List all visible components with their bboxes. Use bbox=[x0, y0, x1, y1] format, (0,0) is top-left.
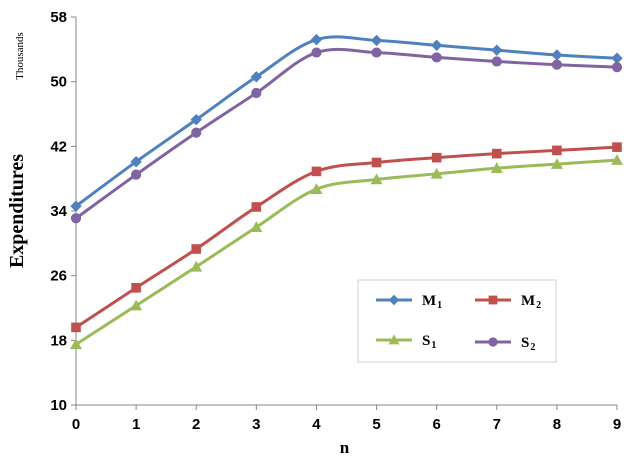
y-tick-label: 26 bbox=[50, 268, 67, 285]
data-point-m2 bbox=[251, 202, 262, 212]
data-point-m1 bbox=[250, 71, 263, 83]
data-point-s1 bbox=[250, 221, 263, 232]
x-axis-title: n bbox=[340, 438, 350, 457]
data-point-m2 bbox=[311, 166, 322, 177]
data-point-s2 bbox=[611, 62, 623, 73]
y-tick-label: 10 bbox=[50, 397, 67, 414]
data-point-m1 bbox=[190, 113, 202, 126]
data-point-s1 bbox=[611, 154, 623, 165]
data-point-s1 bbox=[490, 162, 503, 173]
x-tick-label: 1 bbox=[132, 416, 140, 433]
data-point-s1 bbox=[310, 183, 323, 194]
data-point-m2 bbox=[612, 142, 622, 152]
data-point-s2 bbox=[491, 56, 502, 67]
data-point-m1 bbox=[551, 49, 563, 61]
y-tick-label: 34 bbox=[50, 203, 67, 220]
data-point-m1 bbox=[70, 200, 82, 212]
data-point-m1 bbox=[310, 33, 323, 46]
x-tick-label: 8 bbox=[553, 416, 561, 433]
data-point-s2 bbox=[371, 47, 382, 58]
data-point-m2 bbox=[491, 148, 502, 159]
legend-marker bbox=[488, 295, 498, 305]
data-point-s2 bbox=[251, 87, 262, 99]
series-s2 bbox=[70, 47, 623, 224]
series-m2 bbox=[71, 142, 622, 333]
x-tick-label: 7 bbox=[493, 416, 501, 433]
series-line-s2 bbox=[75, 47, 618, 220]
x-tick-label: 9 bbox=[613, 416, 621, 433]
data-point-s1 bbox=[370, 173, 383, 185]
legend-box bbox=[357, 279, 557, 363]
y-units-label: Thousands bbox=[14, 32, 26, 80]
y-tick-label: 18 bbox=[50, 332, 67, 349]
series-layer bbox=[70, 33, 623, 350]
data-point-m2 bbox=[71, 322, 81, 333]
data-point-s1 bbox=[430, 167, 443, 179]
data-point-s1 bbox=[550, 158, 563, 169]
y-tick-label: 42 bbox=[50, 138, 67, 155]
data-point-m2 bbox=[371, 157, 382, 168]
legend-marker bbox=[388, 334, 400, 345]
x-tick-label: 4 bbox=[312, 416, 321, 433]
series-line-m1 bbox=[75, 35, 618, 208]
series-line-m2 bbox=[75, 145, 618, 329]
x-tick-label: 3 bbox=[252, 416, 260, 433]
data-point-s1 bbox=[70, 338, 82, 350]
data-point-s1 bbox=[130, 299, 143, 311]
y-axis-title: Expenditures bbox=[6, 154, 28, 268]
data-point-s1 bbox=[190, 260, 203, 272]
data-point-m2 bbox=[431, 152, 442, 163]
series-m1 bbox=[70, 33, 623, 212]
data-point-s2 bbox=[311, 47, 322, 58]
legend-marker bbox=[488, 337, 498, 347]
x-tick-label: 0 bbox=[72, 416, 80, 433]
data-point-s2 bbox=[191, 127, 202, 138]
data-point-s2 bbox=[131, 169, 142, 180]
y-tick-label: 58 bbox=[50, 9, 67, 26]
data-point-m2 bbox=[191, 244, 202, 254]
data-point-m1 bbox=[430, 39, 443, 51]
data-point-m1 bbox=[491, 44, 503, 56]
x-tick-label: 6 bbox=[432, 416, 440, 433]
data-point-m1 bbox=[370, 34, 383, 47]
data-point-m1 bbox=[611, 52, 623, 64]
series-s1 bbox=[70, 154, 623, 350]
y-tick-label: 50 bbox=[50, 74, 67, 91]
data-point-m1 bbox=[130, 155, 142, 168]
x-tick-label: 2 bbox=[192, 416, 200, 433]
legend-marker bbox=[388, 294, 400, 306]
data-point-m2 bbox=[552, 145, 562, 156]
data-point-m2 bbox=[131, 282, 141, 293]
data-point-s2 bbox=[431, 52, 442, 63]
data-point-s2 bbox=[551, 59, 562, 70]
x-tick-label: 5 bbox=[372, 416, 380, 433]
data-point-s2 bbox=[70, 213, 82, 224]
series-line-s1 bbox=[75, 158, 618, 346]
